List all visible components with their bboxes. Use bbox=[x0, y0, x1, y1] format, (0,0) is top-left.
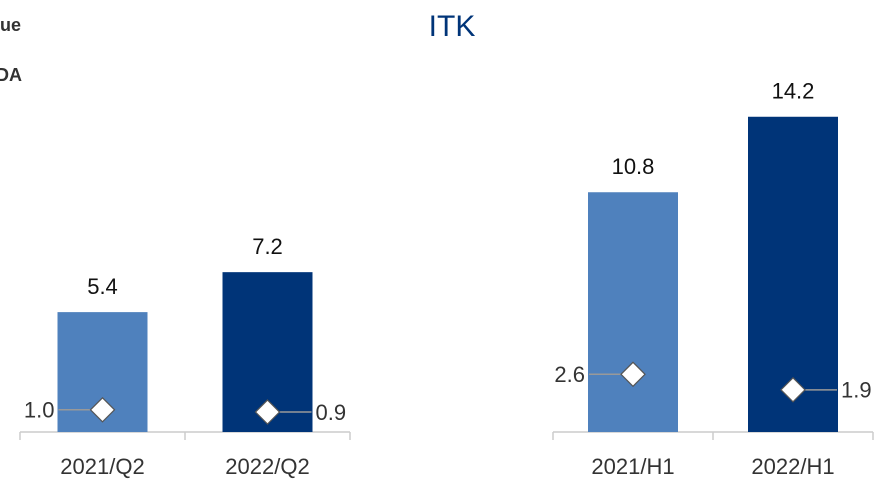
bar bbox=[588, 192, 678, 432]
x-tick-label: 2021/Q2 bbox=[60, 454, 144, 479]
x-tick-label: 2022/Q2 bbox=[225, 454, 309, 479]
legend-entry: ue bbox=[0, 15, 21, 35]
diamond-marker bbox=[254, 399, 281, 425]
diamond-marker bbox=[620, 361, 646, 388]
legend-entry: DA bbox=[0, 65, 22, 85]
value-label: 2.6 bbox=[554, 362, 585, 387]
diamond-marker bbox=[780, 376, 806, 403]
value-label: 7.2 bbox=[252, 234, 283, 259]
value-label: 1.0 bbox=[24, 398, 55, 423]
diamond-marker bbox=[89, 396, 116, 423]
value-label: 1.9 bbox=[841, 378, 872, 403]
x-tick-label: 2022/H1 bbox=[751, 454, 834, 479]
value-label: 14.2 bbox=[772, 79, 815, 104]
chart-title: ITK bbox=[429, 10, 476, 43]
value-label: 0.9 bbox=[316, 400, 347, 425]
x-tick-label: 2021/H1 bbox=[591, 454, 674, 479]
value-label: 5.4 bbox=[87, 274, 118, 299]
value-label: 10.8 bbox=[612, 154, 655, 179]
